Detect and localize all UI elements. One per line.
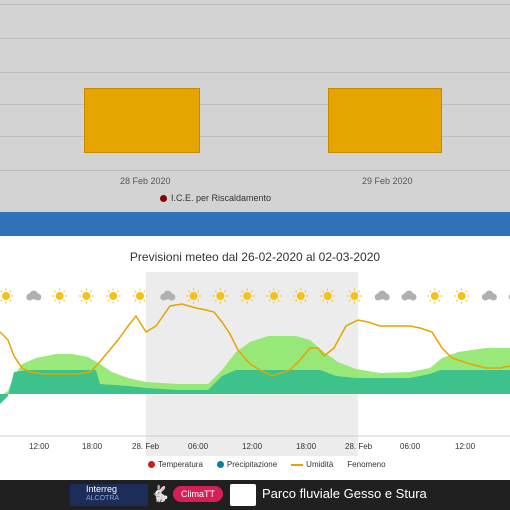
humidity-line (0, 303, 510, 377)
date-label: 28 Feb 2020 (120, 176, 171, 186)
gridline (0, 136, 510, 137)
legend-label: I.C.E. per Riscaldamento (171, 193, 272, 203)
sun-icon (293, 288, 309, 304)
x-tick: 18:00 (296, 442, 317, 451)
sun-icon (320, 288, 336, 304)
sun-icon (266, 288, 282, 304)
legend-fenomeno[interactable]: Fenomeno (347, 460, 386, 469)
forecast-svg (0, 272, 510, 456)
forecast-chart: Previsioni meteo dal 26-02-2020 al 02-03… (0, 236, 510, 480)
date-label: 29 Feb 2020 (362, 176, 413, 186)
x-tick: 12:00 (242, 442, 263, 451)
precipitation-band (0, 370, 510, 404)
park-name[interactable]: Parco fluviale Gesso e Stura (262, 486, 427, 501)
legend-umidita[interactable]: Umidità (291, 460, 333, 469)
chart-title: Previsioni meteo dal 26-02-2020 al 02-03… (129, 250, 381, 264)
cloud-icon (374, 290, 390, 301)
forecast-legend: Temperatura Precipitazione Umidità Fenom… (148, 460, 386, 469)
gridline (0, 72, 510, 73)
park-logo-icon[interactable] (230, 484, 256, 506)
sun-icon (105, 288, 121, 304)
legend-marker (216, 461, 224, 468)
gridline (0, 170, 510, 171)
x-tick: 18:00 (82, 442, 103, 451)
x-tick: 06:00 (188, 442, 209, 451)
gridline (0, 38, 510, 39)
gridline (0, 4, 510, 5)
legend[interactable]: I.C.E. per Riscaldamento (160, 193, 271, 203)
ice-chart: 28 Feb 2020 29 Feb 2020 I.C.E. per Risca… (0, 0, 510, 212)
sun-icon (212, 288, 228, 304)
sun-icon (52, 288, 68, 304)
sun-icon (427, 288, 443, 304)
interreg-logo[interactable]: Interreg ALCOTRA (70, 484, 148, 506)
footer-banner: Interreg ALCOTRA 🐇 ClimaTT Parco fluvial… (0, 480, 510, 510)
cloud-icon (26, 290, 42, 301)
cloud-icon (160, 290, 176, 301)
x-tick: 12:00 (455, 442, 476, 451)
legend-precipitazione[interactable]: Precipitazione (216, 460, 277, 469)
sun-icon (78, 288, 94, 304)
sun-icon (186, 288, 202, 304)
rabbit-icon: 🐇 (150, 486, 170, 503)
interreg-text: Interreg (86, 484, 118, 494)
x-tick: 06:00 (400, 442, 421, 451)
sun-icon (454, 288, 470, 304)
sun-icon (346, 288, 362, 304)
sun-icon (0, 288, 14, 304)
sun-icon (239, 288, 255, 304)
ice-bar[interactable] (84, 88, 200, 153)
ice-bar[interactable] (328, 88, 442, 153)
cloud-icon (401, 290, 417, 301)
x-tick: 28. Feb (345, 442, 373, 451)
sun-icon (132, 288, 148, 304)
gridline (0, 104, 510, 105)
legend-marker (160, 194, 167, 202)
climatt-logo[interactable]: ClimaTT (173, 486, 223, 502)
x-tick: 28. Feb (132, 442, 160, 451)
section-divider (0, 212, 510, 236)
legend-temperatura[interactable]: Temperatura (148, 460, 203, 469)
x-tick: 12:00 (29, 442, 50, 451)
legend-marker (148, 461, 155, 468)
interreg-subtext: ALCOTRA (86, 495, 120, 502)
weather-icons (0, 288, 510, 304)
legend-marker (291, 463, 304, 466)
cloud-icon (481, 290, 497, 301)
